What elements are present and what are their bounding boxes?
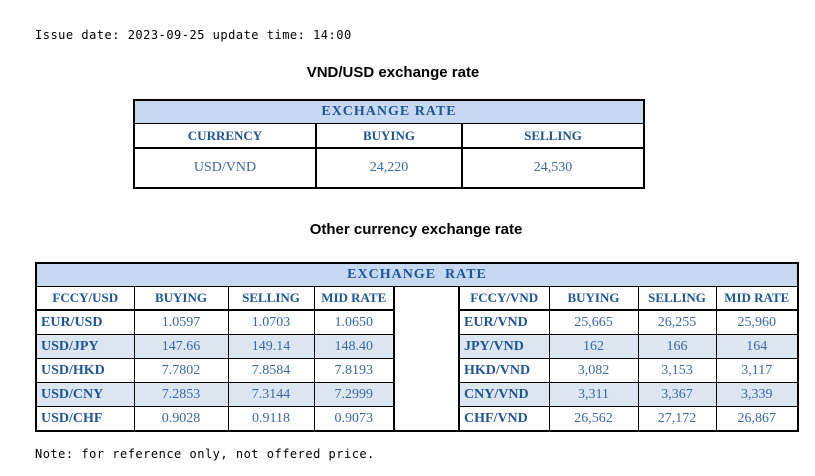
table-row: USD/HKD 7.7802 7.8584 7.8193 HKD/VND 3,0… xyxy=(35,358,799,383)
rate-cell: 25,960 xyxy=(715,309,799,335)
currency-pair-cell: USD/JPY xyxy=(35,334,135,359)
rate-cell: 166 xyxy=(637,334,717,359)
rate-cell: 7.3144 xyxy=(227,382,315,407)
column-header-fccy-vnd: FCCY/VND xyxy=(458,286,550,311)
rate-cell: 25,665 xyxy=(548,309,639,335)
issue-date-text: Issue date: 2023-09-25 update time: 14:0… xyxy=(35,28,352,42)
rate-cell: 0.9118 xyxy=(227,406,315,432)
column-header-currency: CURRENCY xyxy=(133,123,317,149)
column-header-selling: SELLING xyxy=(637,286,717,311)
exchange-rate-banner: EXCHANGE RATE xyxy=(35,262,799,287)
column-header-selling: SELLING xyxy=(461,123,645,149)
exchange-rate-banner: EXCHANGE RATE xyxy=(133,99,645,124)
rate-cell: 3,311 xyxy=(548,382,639,407)
currency-pair-cell: HKD/VND xyxy=(458,358,550,383)
currency-pair-cell: EUR/USD xyxy=(35,309,135,335)
usd-rate-table: EXCHANGE RATE CURRENCY BUYING SELLING US… xyxy=(133,99,645,189)
currency-pair-cell: USD/VND xyxy=(133,147,317,189)
rate-cell: 7.2853 xyxy=(133,382,229,407)
rate-cell: 0.9028 xyxy=(133,406,229,432)
rate-cell: 3,117 xyxy=(715,358,799,383)
table-banner-row: EXCHANGE RATE xyxy=(35,262,799,287)
table-header-row: FCCY/USD BUYING SELLING MID RATE FCCY/VN… xyxy=(35,286,799,432)
spacer-column xyxy=(393,286,460,432)
rate-cell: 147.66 xyxy=(133,334,229,359)
rate-cell: 7.8193 xyxy=(313,358,395,383)
rate-cell: 3,367 xyxy=(637,382,717,407)
rate-cell: 0.9073 xyxy=(313,406,395,432)
rate-cell: 148.40 xyxy=(313,334,395,359)
column-header-selling: SELLING xyxy=(227,286,315,311)
other-rate-table: EXCHANGE RATE FCCY/USD BUYING SELLING MI… xyxy=(35,262,800,432)
rate-cell: 162 xyxy=(548,334,639,359)
rate-cell: 1.0703 xyxy=(227,309,315,335)
other-table-title: Other currency exchange rate xyxy=(309,221,523,238)
rate-cell: 27,172 xyxy=(637,406,717,432)
column-header-buying: BUYING xyxy=(548,286,639,311)
rate-cell: 149.14 xyxy=(227,334,315,359)
currency-pair-cell: EUR/VND xyxy=(458,309,550,335)
rate-cell: 1.0650 xyxy=(313,309,395,335)
rate-cell: 3,082 xyxy=(548,358,639,383)
column-header-fccy-usd: FCCY/USD xyxy=(35,286,135,311)
rate-cell: 24,530 xyxy=(461,147,645,189)
currency-pair-cell: USD/HKD xyxy=(35,358,135,383)
currency-pair-cell: USD/CNY xyxy=(35,382,135,407)
note-text: Note: for reference only, not offered pr… xyxy=(35,447,375,461)
column-header-buying: BUYING xyxy=(133,286,229,311)
rate-cell: 7.7802 xyxy=(133,358,229,383)
rate-cell: 3,153 xyxy=(637,358,717,383)
rate-cell: 26,562 xyxy=(548,406,639,432)
currency-pair-cell: CHF/VND xyxy=(458,406,550,432)
table-row: USD/CHF 0.9028 0.9118 0.9073 CHF/VND 26,… xyxy=(35,406,799,432)
table-row: USD/CNY 7.2853 7.3144 7.2999 CNY/VND 3,3… xyxy=(35,382,799,407)
currency-pair-cell: JPY/VND xyxy=(458,334,550,359)
table-row: EUR/USD 1.0597 1.0703 1.0650 EUR/VND 25,… xyxy=(35,309,799,335)
currency-pair-cell: CNY/VND xyxy=(458,382,550,407)
rate-cell: 24,220 xyxy=(315,147,463,189)
currency-pair-cell: USD/CHF xyxy=(35,406,135,432)
rate-cell: 164 xyxy=(715,334,799,359)
table-row: USD/VND 24,220 24,530 xyxy=(133,147,645,189)
column-header-mid-rate: MID RATE xyxy=(715,286,799,311)
rate-cell: 26,867 xyxy=(715,406,799,432)
table-header-row: CURRENCY BUYING SELLING xyxy=(133,123,645,149)
column-header-buying: BUYING xyxy=(315,123,463,149)
rate-cell: 26,255 xyxy=(637,309,717,335)
table-banner-row: EXCHANGE RATE xyxy=(133,99,645,124)
rate-cell: 3,339 xyxy=(715,382,799,407)
table-row: USD/JPY 147.66 149.14 148.40 JPY/VND 162… xyxy=(35,334,799,359)
rate-cell: 7.8584 xyxy=(227,358,315,383)
rate-cell: 1.0597 xyxy=(133,309,229,335)
rate-cell: 7.2999 xyxy=(313,382,395,407)
usd-table-title: VND/USD exchange rate xyxy=(306,64,480,81)
column-header-mid-rate: MID RATE xyxy=(313,286,395,311)
